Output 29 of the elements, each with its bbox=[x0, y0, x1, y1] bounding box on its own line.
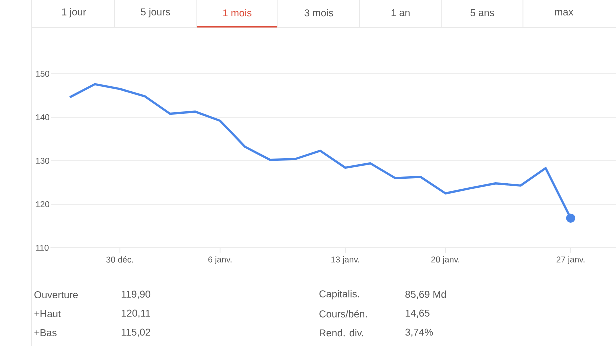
x-tick-label: 20 janv. bbox=[432, 256, 460, 264]
x-tick-label: 13 janv. bbox=[332, 256, 360, 264]
text: +Haut bbox=[34, 310, 61, 318]
x-tick-label: 6 janv. bbox=[208, 256, 232, 264]
y-tick-label: 120 bbox=[36, 202, 50, 208]
text: 3,74% bbox=[406, 328, 434, 338]
y-tick-label: 130 bbox=[36, 158, 50, 164]
text: Rend. div. bbox=[320, 329, 364, 337]
x-tick-label: 27 janv. bbox=[556, 256, 585, 264]
text: 5 ans bbox=[470, 10, 494, 16]
text: 120,11 bbox=[122, 310, 150, 318]
y-tick-label: 110 bbox=[36, 245, 49, 251]
text: max bbox=[555, 10, 574, 16]
text: Ouverture bbox=[34, 291, 78, 299]
text: 14,65 bbox=[406, 310, 430, 318]
text: 119,90 bbox=[122, 290, 151, 300]
text: Cours/bén. bbox=[320, 310, 368, 318]
text: Capitalis. bbox=[320, 290, 360, 300]
text: 5 jours bbox=[141, 8, 170, 18]
text: 115,02 bbox=[122, 328, 150, 338]
y-tick-label: 150 bbox=[36, 71, 50, 77]
text: 85,69 Md bbox=[406, 290, 446, 300]
text: 3 mois bbox=[304, 9, 334, 17]
text: +Bas bbox=[34, 330, 57, 336]
text: 1 jour bbox=[62, 8, 86, 18]
x-tick-label: 30 déc. bbox=[106, 256, 134, 263]
text: 1 mois bbox=[223, 9, 252, 17]
y-tick-label: 140 bbox=[36, 114, 50, 120]
text: 1 an bbox=[392, 10, 410, 16]
